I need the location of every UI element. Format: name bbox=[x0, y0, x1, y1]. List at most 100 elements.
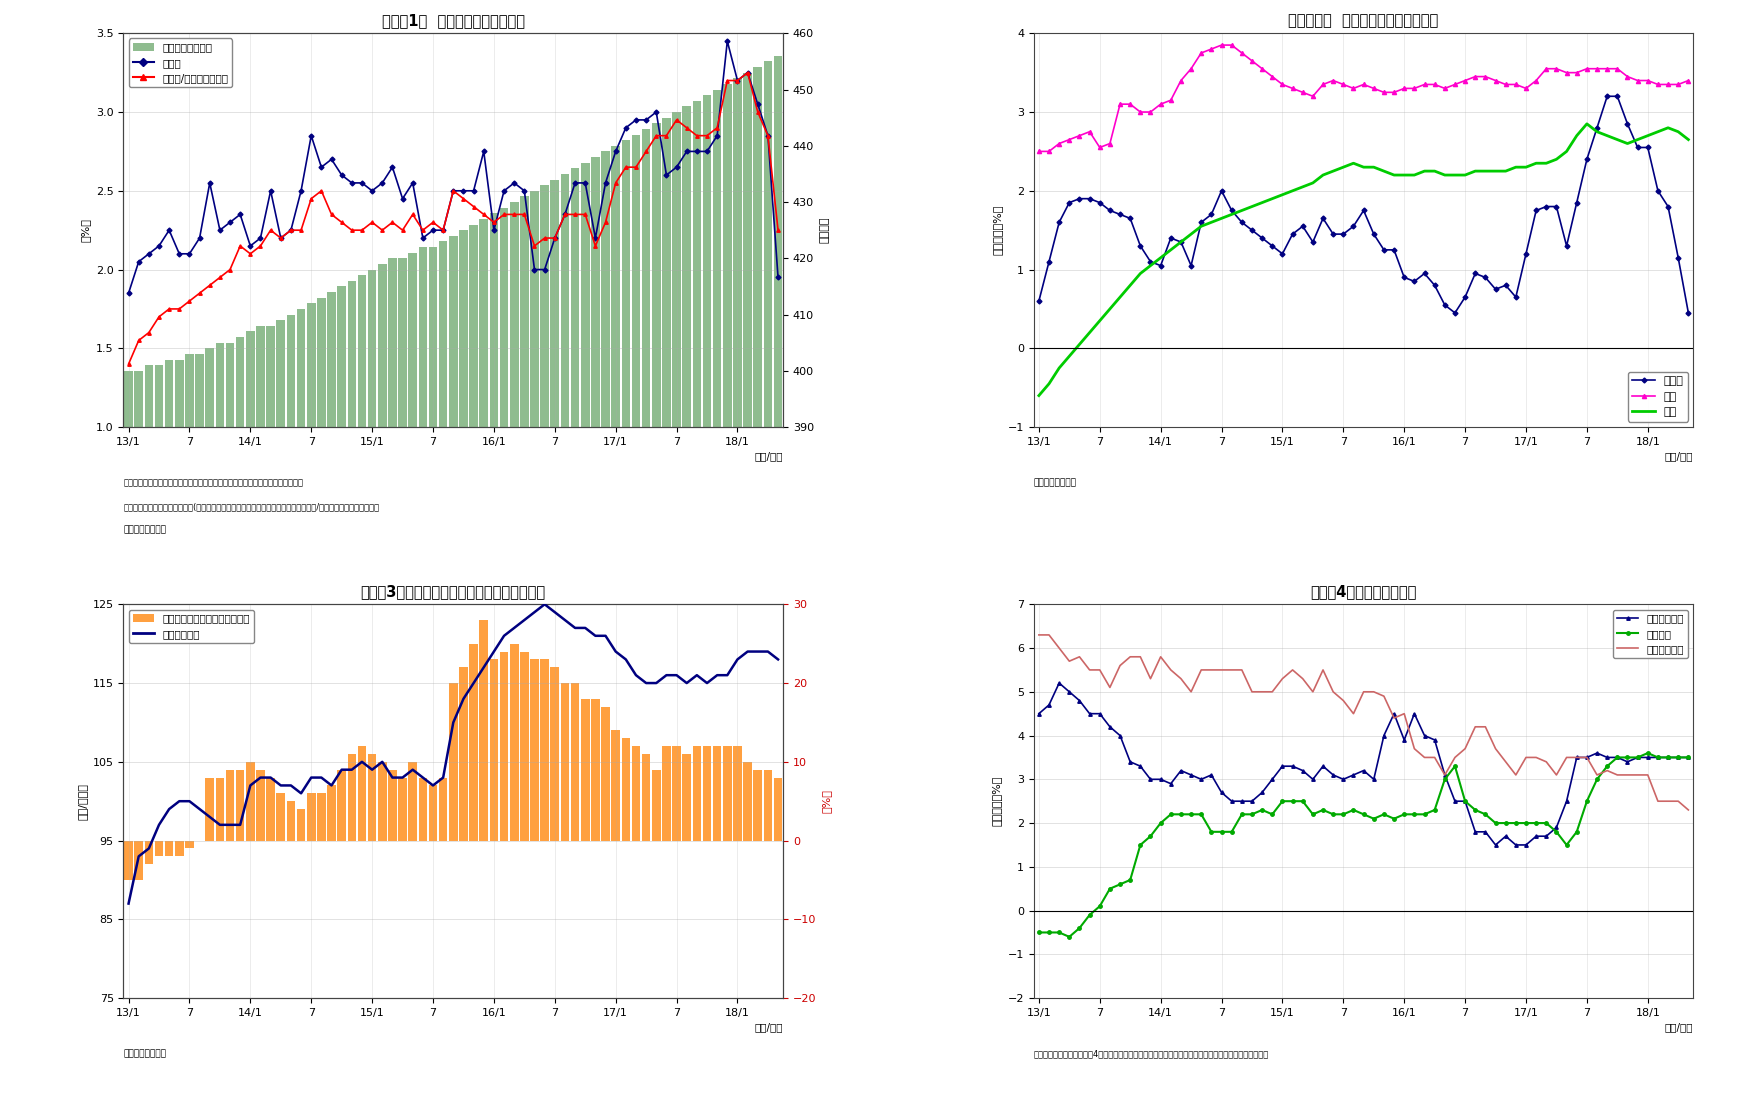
信金 bbox=[1658, 121, 1679, 134]
Bar bbox=[155, 365, 164, 1109]
信金 bbox=[1596, 129, 1618, 142]
Bar bbox=[480, 620, 489, 841]
大・中堅企業 bbox=[1312, 760, 1334, 773]
中小企業 bbox=[1374, 807, 1395, 821]
都銀等 bbox=[1180, 260, 1201, 273]
中小企業 bbox=[1678, 751, 1699, 764]
Text: （資料）日本銀行: （資料）日本銀行 bbox=[1034, 478, 1076, 487]
Bar bbox=[490, 660, 497, 841]
地銀 bbox=[1596, 62, 1618, 75]
Bar bbox=[134, 841, 143, 879]
Bar bbox=[580, 699, 589, 841]
Text: （資料）日本銀行: （資料）日本銀行 bbox=[123, 1049, 166, 1058]
Bar bbox=[683, 106, 691, 1109]
Bar bbox=[326, 292, 335, 1109]
Y-axis label: （兆円）: （兆円） bbox=[820, 217, 829, 243]
Bar bbox=[572, 683, 579, 841]
Bar bbox=[123, 370, 132, 1109]
Bar bbox=[693, 746, 700, 841]
Bar bbox=[175, 359, 183, 1109]
Text: （資料）日本銀行: （資料）日本銀行 bbox=[123, 526, 166, 535]
Bar bbox=[764, 770, 773, 841]
Bar bbox=[388, 258, 397, 1109]
地銀 bbox=[1180, 62, 1201, 75]
Bar bbox=[245, 332, 254, 1109]
Bar bbox=[358, 746, 367, 841]
地方公共団体 bbox=[1221, 663, 1242, 676]
Bar bbox=[702, 95, 711, 1109]
Bar bbox=[256, 770, 265, 841]
Bar bbox=[388, 770, 397, 841]
Bar bbox=[418, 247, 427, 1109]
Bar bbox=[743, 73, 751, 1109]
Bar bbox=[764, 61, 773, 1109]
Bar bbox=[266, 777, 275, 841]
信金 bbox=[1180, 227, 1201, 241]
Legend: 貸出残高（右軸）, 前年比, 前年比/特殊要因調整後: 貸出残高（右軸）, 前年比, 前年比/特殊要因調整後 bbox=[129, 39, 233, 88]
Bar bbox=[774, 55, 783, 1109]
Text: （注）特殊要因調整後は、為替変動・債権償却・流動化等の影響を考慮したもの: （注）特殊要因調整後は、為替変動・債権償却・流動化等の影響を考慮したもの bbox=[123, 478, 303, 487]
Bar bbox=[459, 231, 467, 1109]
地方公共団体 bbox=[1180, 685, 1201, 699]
地銀 bbox=[1231, 47, 1252, 60]
Bar bbox=[540, 660, 549, 841]
Bar bbox=[572, 169, 579, 1109]
Bar bbox=[702, 746, 711, 841]
大・中堅企業 bbox=[1607, 751, 1628, 764]
Bar bbox=[296, 309, 305, 1109]
Bar bbox=[377, 264, 386, 1109]
Bar bbox=[510, 643, 519, 841]
Text: （資料）日本銀行　（注）4月分まで（末残ベース）。大・中堅企業は「法人」－「中小企業」にて算出: （資料）日本銀行 （注）4月分まで（末残ベース）。大・中堅企業は「法人」－「中小… bbox=[1034, 1049, 1268, 1058]
Bar bbox=[632, 134, 640, 1109]
Title: （図表3）ドル円レートの前年比（月次平均）: （図表3）ドル円レートの前年比（月次平均） bbox=[362, 584, 545, 599]
地方公共団体 bbox=[1586, 769, 1607, 782]
大・中堅企業 bbox=[1231, 794, 1252, 807]
大・中堅企業 bbox=[1028, 708, 1050, 721]
Bar bbox=[602, 152, 610, 1109]
Bar bbox=[296, 810, 305, 841]
Bar bbox=[774, 777, 783, 841]
Bar bbox=[348, 754, 356, 841]
Bar bbox=[469, 224, 478, 1109]
Y-axis label: （%）: （%） bbox=[822, 790, 833, 813]
Bar bbox=[236, 337, 245, 1109]
Bar bbox=[531, 191, 538, 1109]
大・中堅企業 bbox=[1658, 751, 1679, 764]
信金 bbox=[1364, 161, 1385, 174]
Bar bbox=[155, 841, 164, 856]
大・中堅企業 bbox=[1191, 773, 1212, 786]
Bar bbox=[550, 180, 559, 1109]
Bar bbox=[175, 841, 183, 856]
Y-axis label: （前年比、%）: （前年比、%） bbox=[991, 205, 1002, 255]
Bar bbox=[713, 746, 721, 841]
Bar bbox=[196, 354, 205, 1109]
Bar bbox=[540, 185, 549, 1109]
地方公共団体 bbox=[1028, 629, 1050, 642]
Bar bbox=[510, 202, 519, 1109]
中小企業 bbox=[1191, 807, 1212, 821]
Bar bbox=[307, 793, 316, 841]
Bar bbox=[612, 145, 619, 1109]
Bar bbox=[369, 754, 376, 841]
Bar bbox=[550, 668, 559, 841]
Bar bbox=[185, 354, 194, 1109]
Bar bbox=[520, 652, 529, 841]
Bar bbox=[591, 699, 600, 841]
Legend: 大・中堅企業, 中小企業, 地方公共団体: 大・中堅企業, 中小企業, 地方公共団体 bbox=[1614, 610, 1688, 659]
Bar bbox=[642, 129, 651, 1109]
Bar bbox=[713, 90, 721, 1109]
中小企業 bbox=[1596, 760, 1618, 773]
Bar bbox=[662, 118, 670, 1109]
Line: 信金: 信金 bbox=[1039, 124, 1688, 396]
Bar bbox=[672, 746, 681, 841]
Bar bbox=[145, 365, 153, 1109]
Bar bbox=[369, 269, 376, 1109]
信金 bbox=[1028, 389, 1050, 403]
Bar bbox=[226, 343, 235, 1109]
都銀等 bbox=[1221, 204, 1242, 217]
Bar bbox=[612, 731, 619, 841]
Bar bbox=[164, 841, 173, 856]
地方公共団体 bbox=[1364, 685, 1385, 699]
Bar bbox=[277, 793, 286, 841]
Bar bbox=[662, 746, 670, 841]
